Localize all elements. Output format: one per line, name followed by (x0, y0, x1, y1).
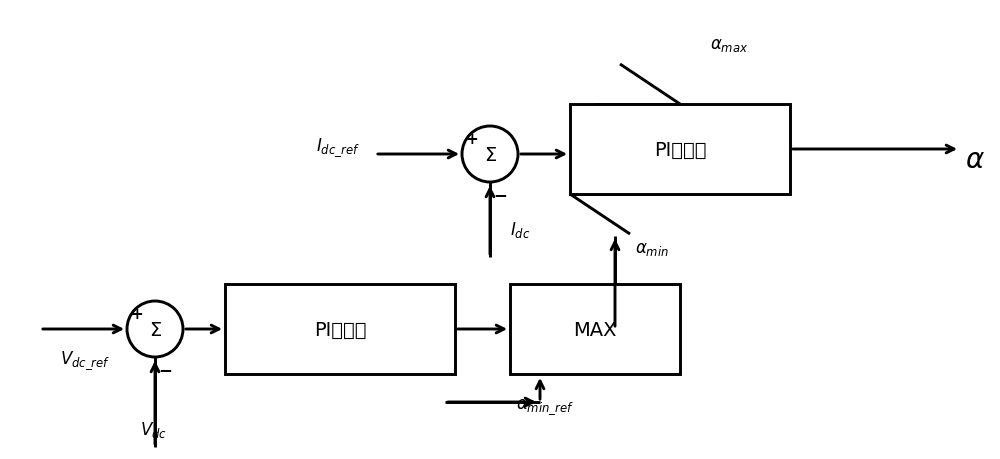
Text: $\alpha_{min\_ref}$: $\alpha_{min\_ref}$ (516, 397, 574, 416)
Bar (225, 285, 455, 374)
Text: $\Sigma$: $\Sigma$ (149, 320, 162, 339)
Text: PI控制器: PI控制器 (654, 140, 706, 159)
Text: $\alpha_{max}$: $\alpha_{max}$ (710, 36, 748, 54)
Circle shape (462, 127, 518, 183)
Circle shape (127, 302, 183, 357)
Text: $\alpha_{min}$: $\alpha_{min}$ (635, 240, 669, 257)
Text: $V_{dc\_ref}$: $V_{dc\_ref}$ (60, 349, 110, 372)
Text: $\Sigma$: $\Sigma$ (484, 145, 496, 164)
Text: $V_{dc}$: $V_{dc}$ (140, 419, 167, 439)
Text: $I_{dc\_ref}$: $I_{dc\_ref}$ (316, 136, 360, 159)
Text: −: − (493, 185, 507, 203)
Text: −: − (158, 360, 172, 378)
Text: MAX: MAX (573, 320, 617, 339)
Bar (510, 285, 680, 374)
Text: +: + (465, 132, 478, 147)
Text: $\alpha$: $\alpha$ (965, 146, 985, 174)
Text: $I_{dc}$: $I_{dc}$ (510, 219, 531, 240)
Bar (570, 105, 790, 195)
Text: +: + (130, 306, 143, 321)
Text: PI控制器: PI控制器 (314, 320, 366, 339)
